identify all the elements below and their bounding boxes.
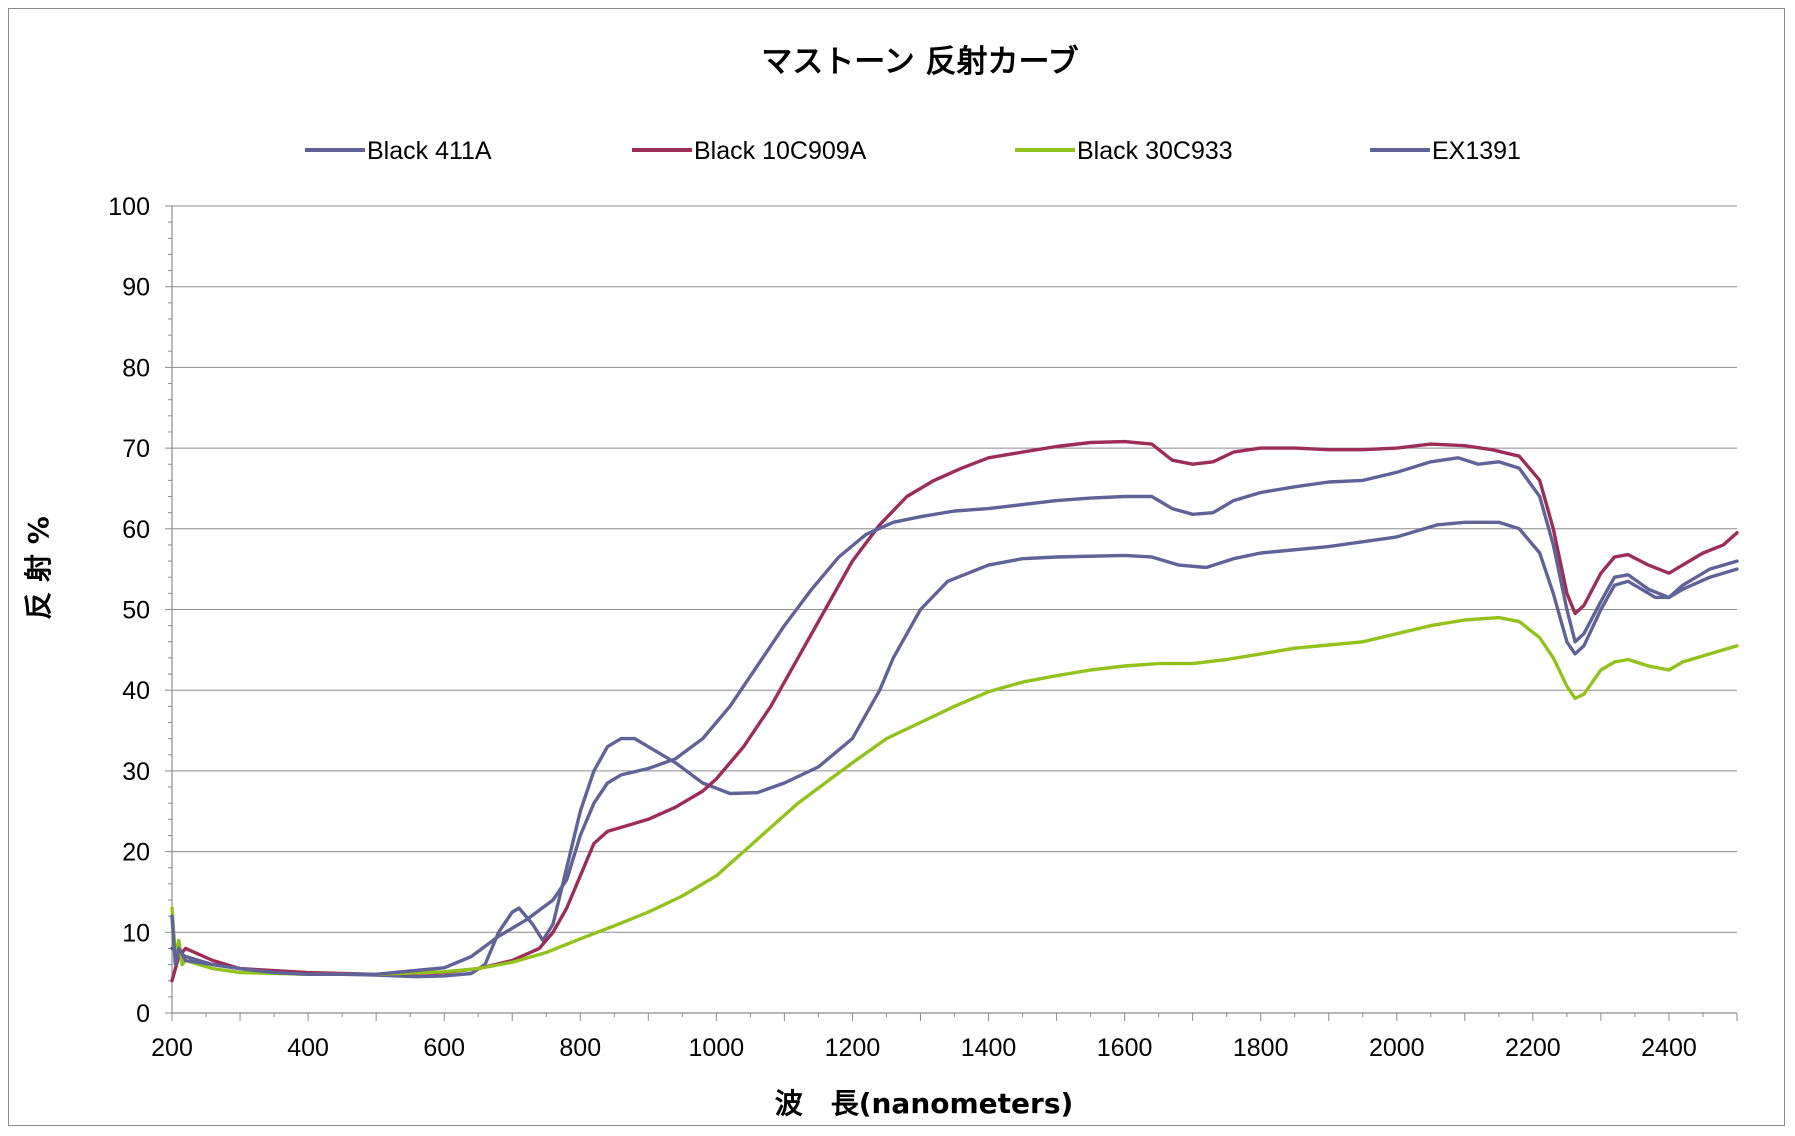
legend-label-2: Black 10C909A <box>694 137 867 165</box>
x-tick-label-2000: 2000 <box>1369 1034 1425 1062</box>
y-tick-label-80: 80 <box>122 354 150 382</box>
x-tick-label-2200: 2200 <box>1505 1034 1561 1062</box>
gridlines <box>172 205 1737 933</box>
series-line-3 <box>170 615 1739 976</box>
y-axis-ticks: 0 10 20 30 40 50 60 70 80 90 100 <box>108 193 150 1028</box>
legend-label-4: EX1391 <box>1432 137 1521 165</box>
legend: Black 411A Black 10C909A Black 30C933 EX139… <box>305 137 1521 165</box>
y-tick-label-50: 50 <box>122 597 150 625</box>
y-tick-label-0: 0 <box>136 1000 150 1028</box>
series-line-2 <box>170 439 1739 983</box>
x-tick-label-1200: 1200 <box>825 1034 881 1062</box>
series-line-1 <box>170 520 1739 979</box>
x-tick-label-1400: 1400 <box>961 1034 1017 1062</box>
legend-label-1: Black 411A <box>367 137 492 165</box>
x-tick-label-800: 800 <box>559 1034 601 1062</box>
y-tick-label-10: 10 <box>122 919 150 947</box>
axes <box>165 205 1738 1021</box>
x-tick-label-600: 600 <box>423 1034 465 1062</box>
x-tick-label-400: 400 <box>287 1034 329 1062</box>
x-axis-ticks: 200 400 600 800 1000 1200 1400 1600 1800 2000 2200… <box>151 1034 1697 1062</box>
x-tick-label-2400: 2400 <box>1641 1034 1697 1062</box>
x-tick-label-1600: 1600 <box>1097 1034 1153 1062</box>
y-tick-label-70: 70 <box>122 435 150 463</box>
chart-frame <box>8 8 1785 1126</box>
y-tick-label-60: 60 <box>122 516 150 544</box>
series-lines <box>170 439 1739 983</box>
y-tick-label-100: 100 <box>108 193 150 221</box>
y-tick-label-20: 20 <box>122 839 150 867</box>
series-line-4 <box>170 456 1739 976</box>
x-tick-label-200: 200 <box>151 1034 193 1062</box>
y-tick-label-90: 90 <box>122 274 150 302</box>
y-tick-label-40: 40 <box>122 677 150 705</box>
y-axis-title: 反 射 % <box>22 516 55 620</box>
x-axis-title: 波 長(nanometers) <box>775 1087 1074 1120</box>
y-tick-label-30: 30 <box>122 758 150 786</box>
x-tick-label-1800: 1800 <box>1233 1034 1289 1062</box>
legend-label-3: Black 30C933 <box>1077 137 1233 165</box>
x-tick-label-1000: 1000 <box>689 1034 745 1062</box>
chart-title: マストーン 反射カーブ <box>761 44 1078 80</box>
